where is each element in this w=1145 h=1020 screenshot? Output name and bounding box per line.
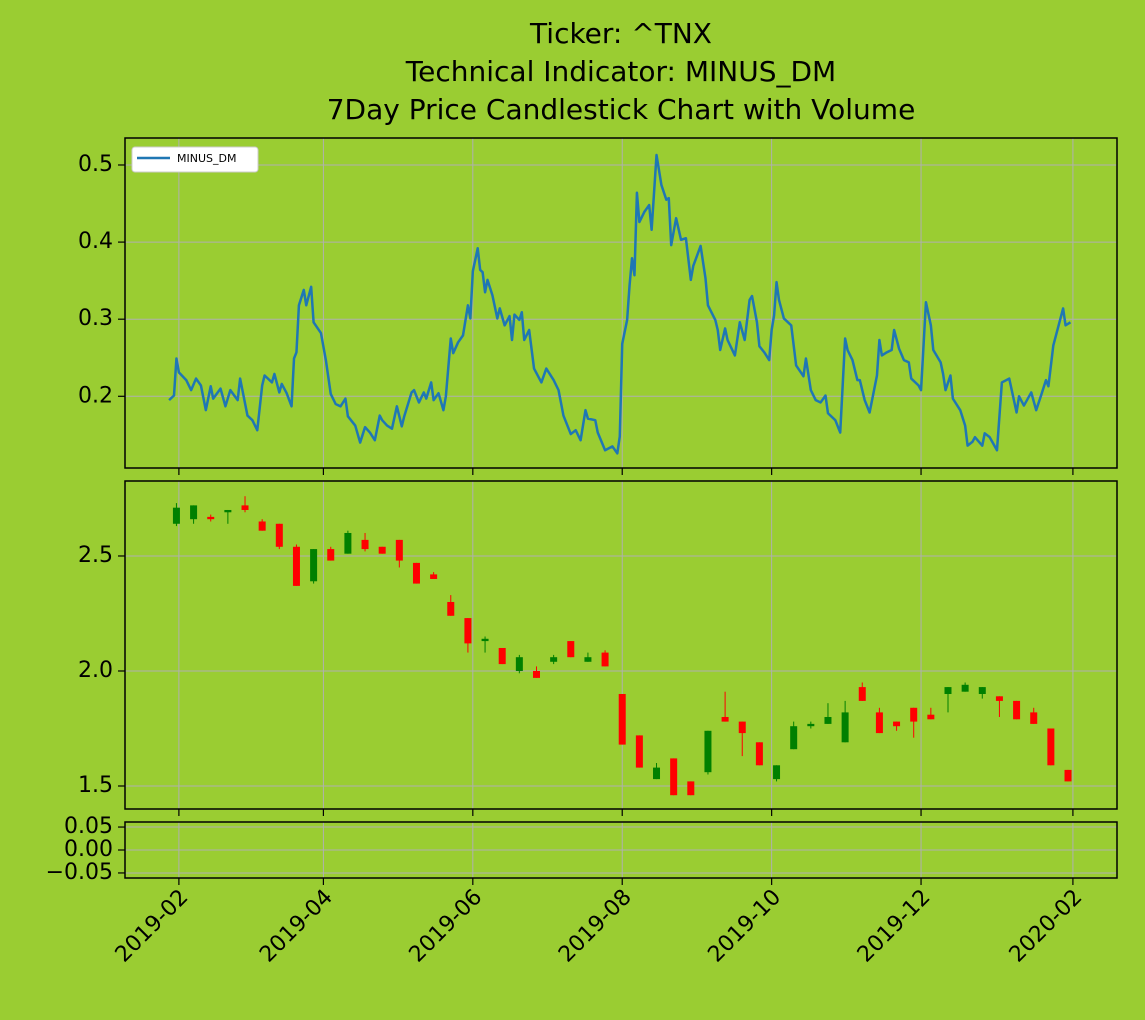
candle-body — [207, 516, 215, 520]
x-tick-label: 2019-12 — [853, 885, 936, 968]
x-tick-label: 2019-06 — [405, 885, 488, 968]
candle-body — [1030, 712, 1038, 724]
candle-body — [1013, 700, 1021, 720]
candle-body — [447, 601, 455, 616]
x-tick-label: 2020-02 — [1005, 885, 1088, 968]
y-tick-label: −0.05 — [46, 860, 113, 885]
candle-body — [601, 652, 609, 667]
y-tick-label: 0.00 — [64, 837, 113, 862]
x-tick-label: 2019-08 — [554, 885, 637, 968]
y-tick-label: 0.3 — [78, 306, 113, 331]
candle-body — [172, 507, 180, 524]
candle-body — [412, 562, 420, 584]
x-tick-label: 2019-04 — [255, 885, 338, 968]
legend-box — [131, 146, 259, 173]
candle-body — [824, 716, 832, 724]
candle-body — [190, 505, 198, 520]
candle-body — [893, 721, 901, 727]
y-tick-label: 2.0 — [78, 658, 113, 683]
candle-body — [841, 712, 849, 743]
axes-frame — [124, 821, 1118, 879]
candle-body — [653, 767, 661, 780]
chart-title: 7Day Price Candlestick Chart with Volume — [327, 93, 916, 126]
candle-body — [310, 549, 318, 582]
candle-body — [910, 707, 918, 722]
candle-body — [807, 723, 815, 727]
candle-body — [618, 693, 626, 745]
y-tick-label: 0.2 — [78, 383, 113, 408]
axes-frame — [124, 137, 1118, 469]
candle-body — [755, 742, 763, 766]
candle-body — [584, 657, 592, 662]
candle-body — [498, 647, 506, 665]
y-tick-label: 1.5 — [78, 773, 113, 798]
y-tick-label: 2.5 — [78, 543, 113, 568]
candle-body — [858, 687, 866, 701]
candle-body — [721, 716, 729, 722]
candle-body — [944, 687, 952, 694]
candle-body — [292, 546, 300, 586]
candle-body — [635, 735, 643, 768]
x-tick-label: 2019-02 — [111, 885, 194, 968]
candle-body — [515, 657, 523, 671]
candle-body — [738, 721, 746, 734]
candle-body — [430, 574, 438, 579]
candle-body — [550, 657, 558, 662]
candle-body — [567, 641, 575, 658]
y-tick-label: 0.05 — [64, 814, 113, 839]
candle-body — [241, 505, 249, 510]
candle-body — [361, 539, 369, 550]
candle-body — [961, 684, 969, 692]
candle-body — [378, 546, 386, 554]
candle-body — [1064, 769, 1072, 782]
candle-body — [327, 549, 335, 561]
candle-body — [773, 765, 781, 780]
candle-body — [687, 781, 695, 796]
candle-body — [224, 509, 232, 513]
candle-body — [395, 539, 403, 561]
line-series — [168, 153, 1072, 455]
candle-body — [875, 712, 883, 734]
candle-body — [927, 714, 935, 720]
candle-body — [790, 726, 798, 750]
candle-body — [1047, 728, 1055, 766]
candle-body — [464, 618, 472, 644]
chart-title: Technical Indicator: MINUS_DM — [405, 55, 836, 88]
legend-label: MINUS_DM — [177, 152, 236, 165]
candle-body — [481, 638, 489, 642]
candle-body — [704, 730, 712, 773]
y-tick-label: 0.5 — [78, 152, 113, 177]
candle-body — [532, 670, 540, 678]
axes-frame — [124, 480, 1118, 810]
candle-body — [258, 521, 266, 531]
candle-body — [670, 758, 678, 796]
y-tick-label: 0.4 — [78, 229, 113, 254]
candle-body — [995, 696, 1003, 701]
candle-body — [275, 523, 283, 547]
chart-title: Ticker: ^TNX — [529, 17, 712, 50]
candle-body — [344, 532, 352, 554]
candle-body — [978, 687, 986, 694]
x-tick-label: 2019-10 — [703, 885, 786, 968]
